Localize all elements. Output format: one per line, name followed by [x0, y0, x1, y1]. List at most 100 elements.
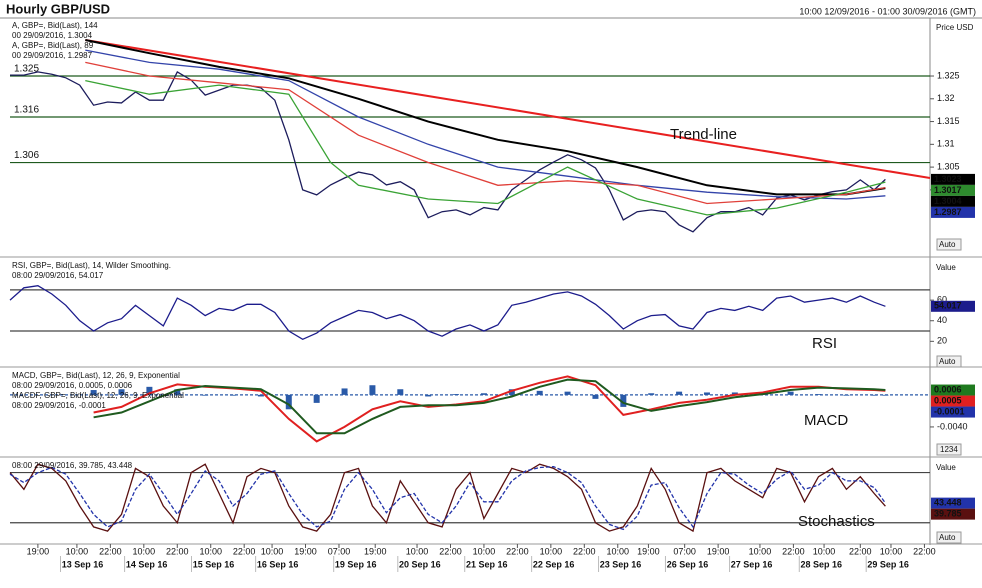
value-tag-label: 54.017 [934, 301, 962, 311]
histogram-bar [882, 394, 889, 396]
legend-entry: MACDF, GBP=, Bid(Last), 12, 26, 9, Expon… [12, 391, 184, 400]
value-tag-label: 0.0005 [934, 395, 962, 405]
annotation: Trend-line [670, 126, 737, 143]
histogram-bar [871, 394, 878, 396]
histogram-bar [703, 392, 710, 395]
histogram-bar [843, 394, 850, 396]
histogram-bar [313, 394, 320, 403]
x-tick-label: 10:00 [473, 546, 496, 556]
y-axis-label: Value [936, 263, 956, 272]
value-tag [931, 395, 975, 407]
histogram-bar [592, 394, 599, 399]
histogram-bar [536, 390, 543, 395]
date-label: 22 Sep 16 [533, 559, 575, 569]
x-tick-label: 10:00 [261, 546, 284, 556]
auto-button-label[interactable]: Auto [939, 240, 956, 249]
histogram-bar [257, 394, 264, 397]
value-tag [931, 497, 975, 509]
auto-button-label[interactable]: Auto [939, 533, 956, 542]
legend-entry: 00 29/09/2016, 1.3004 [12, 31, 93, 40]
series-line [9, 466, 886, 531]
x-tick-label: 22:00 [99, 546, 122, 556]
level-label: 1.325 [14, 64, 39, 75]
value-tag-label: 39.785 [934, 509, 962, 519]
histogram-bar [285, 394, 292, 410]
value-tag [931, 184, 975, 196]
histogram-bar [731, 392, 738, 395]
date-label: 13 Sep 16 [62, 559, 104, 569]
y-tick-label: 40 [937, 315, 947, 325]
level-label: 1.316 [14, 105, 39, 116]
histogram-bar [480, 393, 487, 395]
histogram-bar [397, 389, 404, 395]
histogram-bar [815, 394, 822, 395]
level-label: 1.306 [14, 150, 39, 161]
date-label: 20 Sep 16 [399, 559, 441, 569]
x-tick-label: 22:00 [913, 546, 936, 556]
auto-button[interactable] [936, 355, 962, 368]
series-line [85, 61, 886, 205]
x-tick-label: 07:00 [328, 546, 351, 556]
x-tick-label: 10:00 [66, 546, 89, 556]
value-tag [931, 206, 975, 218]
x-tick-label: 10:00 [199, 546, 222, 556]
histogram-bar [90, 390, 97, 395]
value-tag-label: -0.0001 [934, 406, 965, 416]
legend-entry: 08:00 29/09/2016, 54.017 [12, 271, 104, 280]
x-tick-label: 10:00 [749, 546, 772, 556]
histogram-bar [648, 393, 655, 395]
date-label: 16 Sep 16 [257, 559, 299, 569]
value-tag [931, 406, 975, 418]
series-line [85, 39, 886, 196]
x-tick-label: 22:00 [849, 546, 872, 556]
histogram-bar [202, 394, 209, 396]
x-tick-label: 10:00 [606, 546, 629, 556]
legend-entry: A, GBP=, Bid(Last), 89 [12, 41, 94, 50]
value-tag-label: 0.0006 [934, 384, 962, 394]
x-tick-label: 22:00 [506, 546, 529, 556]
annotation: MACD [804, 412, 848, 429]
y-tick-label: 60 [937, 295, 947, 305]
histogram-bar [620, 394, 627, 407]
legend-entry: RSI, GBP=, Bid(Last), 14, Wilder Smoothi… [12, 261, 171, 270]
x-tick-label: 19:00 [27, 546, 50, 556]
series-line [9, 285, 886, 341]
auto-button[interactable] [936, 531, 962, 544]
date-label: 14 Sep 16 [126, 559, 168, 569]
annotation: RSI [812, 335, 837, 352]
date-label: 29 Sep 16 [867, 559, 909, 569]
date-label: 19 Sep 16 [335, 559, 377, 569]
value-tag [931, 508, 975, 520]
histogram-bar [230, 394, 237, 396]
legend-entry: 08:00 29/09/2016, -0.0001 [12, 401, 106, 410]
x-tick-label: 19:00 [364, 546, 387, 556]
date-range: 10:00 12/09/2016 - 01:00 30/09/2016 (GMT… [799, 6, 976, 16]
value-tag-label: 1.2987 [934, 207, 962, 217]
y-axis-label: Value [936, 463, 956, 472]
series-line [10, 70, 886, 233]
auto-button-label[interactable]: Auto [939, 357, 956, 366]
date-label: 26 Sep 16 [667, 559, 709, 569]
histogram-bar [174, 389, 181, 395]
value-tag [931, 384, 975, 396]
x-tick-label: 10:00 [880, 546, 903, 556]
y-tick-label: 1.325 [937, 70, 960, 80]
auto-button[interactable] [936, 238, 962, 251]
y-tick-label: 1.315 [937, 116, 960, 126]
scale-button-label[interactable]: 1234 [940, 445, 958, 454]
histogram-bar [508, 389, 515, 395]
date-label: 21 Sep 16 [466, 559, 508, 569]
x-tick-label: 22:00 [573, 546, 596, 556]
legend-entry: MACD, GBP=, Bid(Last), 12, 26, 9, Expone… [12, 371, 180, 380]
scale-button[interactable] [936, 443, 962, 456]
chart-title: Hourly GBP/USD [6, 1, 110, 16]
y-tick-label: -0.0040 [937, 421, 968, 431]
histogram-bar [369, 385, 376, 395]
x-tick-label: 10:00 [540, 546, 563, 556]
histogram-bar [341, 388, 348, 395]
x-tick-label: 10:00 [406, 546, 429, 556]
histogram-bar [118, 389, 125, 395]
histogram-bar [425, 394, 432, 397]
